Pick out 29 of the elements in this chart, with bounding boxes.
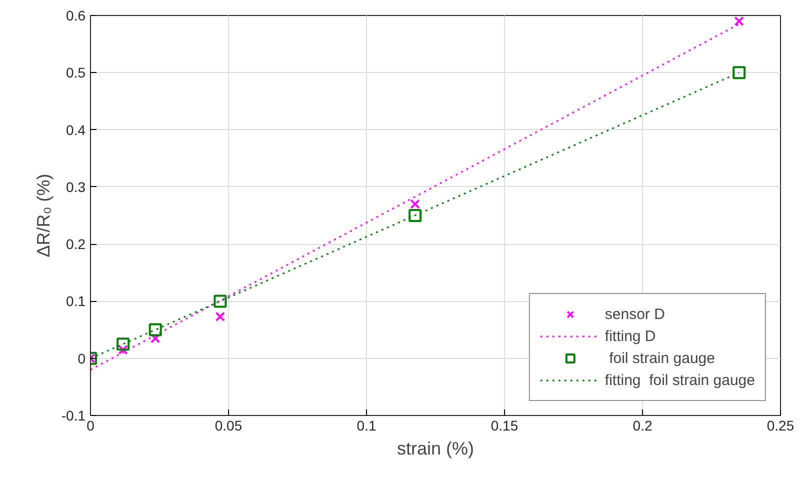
point (118, 344, 128, 355)
point (148, 323, 162, 336)
legend-label: sensor D (604, 306, 665, 322)
y-tick-label: 0.6 (66, 8, 86, 24)
legend-label: fitting D (604, 328, 656, 344)
x-tick-label: 0.25 (766, 418, 794, 434)
y-tick-label: 0.4 (66, 122, 86, 138)
x-tick-label: 0.2 (632, 418, 652, 434)
y-tick-label: 0.3 (66, 178, 86, 195)
point (732, 66, 746, 80)
y-tick-label: 0.2 (66, 236, 86, 252)
y-tick-label: 0.1 (66, 293, 86, 310)
y-tick-label: 0.5 (66, 64, 86, 81)
x-tick-label: 0.15 (490, 418, 518, 434)
point (215, 312, 226, 322)
y-axis-title: ΔR/R₀ (%) (33, 174, 54, 258)
point (214, 294, 227, 308)
point (116, 338, 130, 351)
point (734, 16, 744, 26)
point (408, 209, 422, 222)
x-axis-title: strain (%) (396, 438, 474, 458)
y-tick-label: 0 (78, 350, 86, 366)
x-tick-label: 0.1 (356, 418, 376, 434)
point (410, 199, 420, 209)
x-tick-label: 0.05 (214, 418, 242, 434)
point (150, 333, 160, 344)
y-tick-label: -0.1 (61, 408, 86, 424)
legend-label: foil strain gauge (608, 350, 715, 366)
legend-label: fitting foil strain gauge (604, 372, 755, 388)
